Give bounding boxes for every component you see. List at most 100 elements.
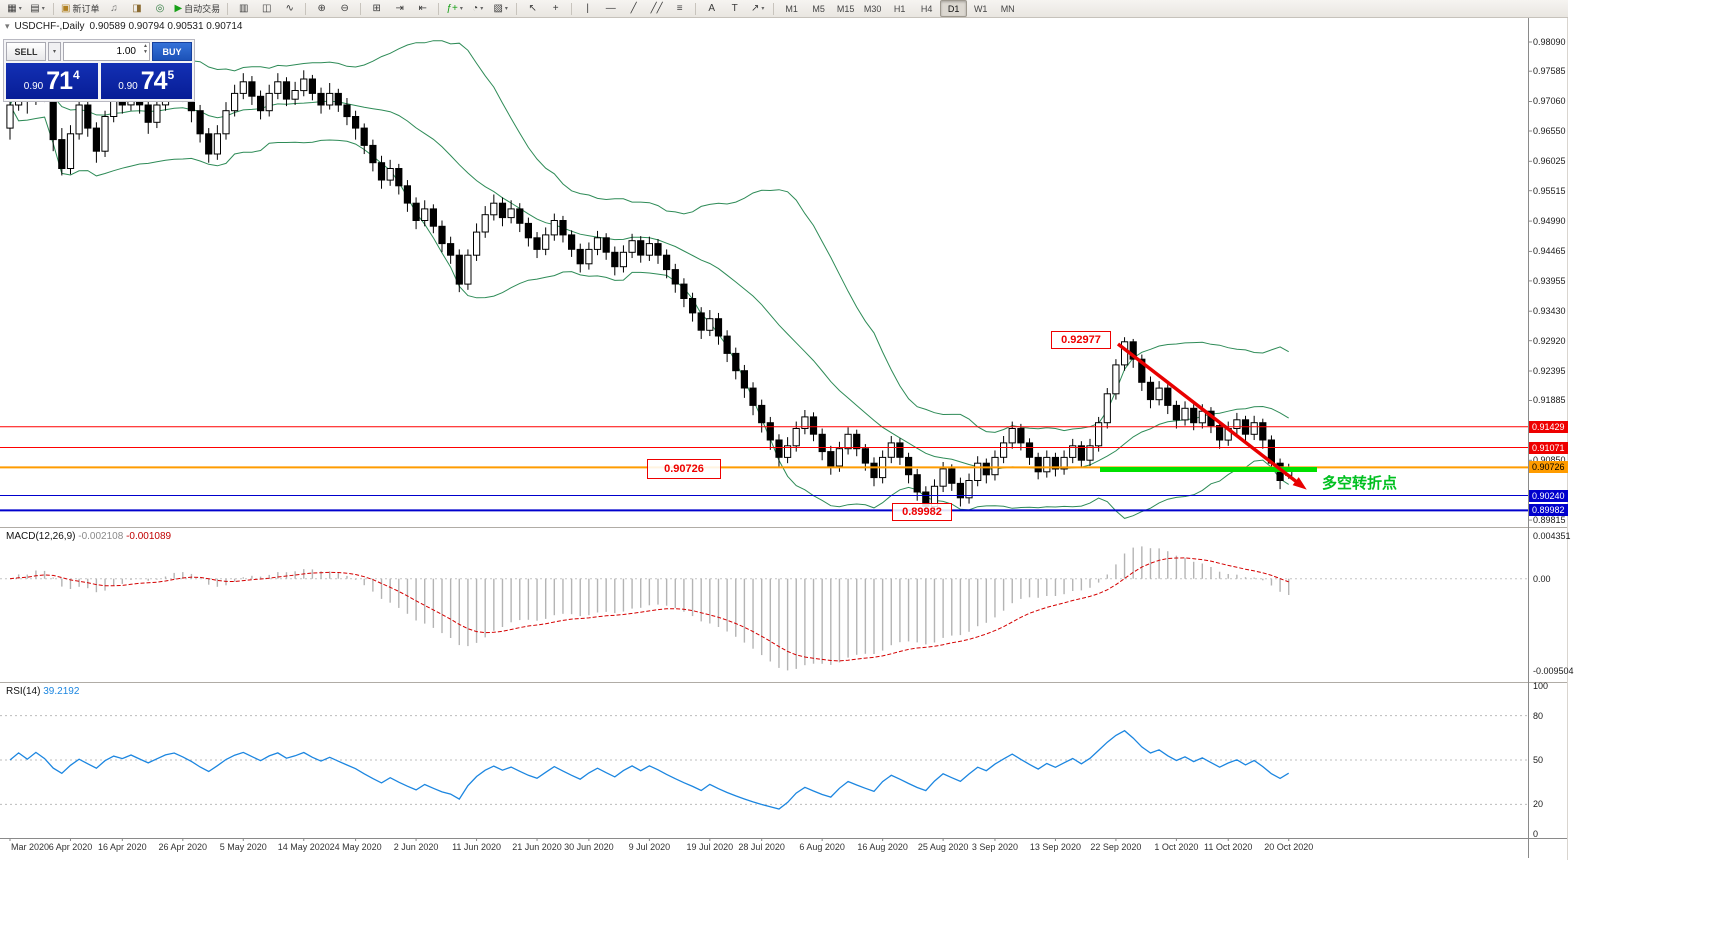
sound-alerts-button[interactable]: ♫ — [102, 0, 125, 17]
timeframe-m1-button[interactable]: M1 — [785, 3, 798, 14]
horizontal-line-tool-button[interactable]: ― — [599, 0, 622, 17]
price-axis-label: 0.96550 — [1533, 125, 1566, 136]
news-button[interactable]: ◨ — [125, 0, 148, 17]
timeframe-h4-button[interactable]: H4 — [920, 3, 933, 14]
volume-input[interactable] — [64, 44, 149, 59]
timeframe-m15-button[interactable]: M15 — [836, 3, 855, 14]
price-annotation-box[interactable]: 0.89982 — [892, 503, 952, 521]
buy-price-pip: 5 — [167, 68, 175, 82]
arrows-tool-button[interactable]: ↗ ▾ — [746, 0, 769, 17]
buy-button[interactable]: BUY — [152, 42, 192, 61]
bar-chart-mode-button[interactable]: ▥ — [232, 0, 255, 17]
sell-price-button[interactable]: 0.90 71 4 — [6, 63, 98, 99]
annotation-text-cn[interactable]: 多空转折点 — [1322, 475, 1398, 492]
sell-price-base: 0.90 — [23, 80, 44, 92]
indicators-button[interactable]: ƒ+ ▾ — [443, 0, 466, 17]
channel-tool-button[interactable]: ╱╱ — [645, 0, 668, 17]
timeframe-h1-button[interactable]: H1 — [893, 3, 906, 14]
spin-up-icon[interactable]: ▲ — [143, 43, 148, 49]
line-chart-mode-button[interactable]: ∿ — [278, 0, 301, 17]
sound-alerts-icon: ♫ — [110, 2, 118, 14]
macd-axis-label: 0.00 — [1533, 573, 1551, 584]
spin-down-icon[interactable]: ▼ — [143, 49, 148, 55]
chevron-down-icon: ▾ — [504, 6, 508, 12]
trendline-tool-icon: ╱ — [630, 2, 637, 14]
price-level-label: 0.90240 — [1529, 489, 1568, 502]
bollinger-upper-band — [9, 39, 1289, 433]
symbol-period-label: USDCHF-,Daily — [14, 21, 85, 32]
ohlc-values-label: 0.90589 0.90794 0.90531 0.90714 — [89, 21, 243, 32]
date-axis-label: 2 Jun 2020 — [393, 842, 439, 852]
community-button[interactable]: ◎ — [148, 0, 171, 17]
chevron-down-icon: ▾ — [41, 6, 45, 12]
date-axis-label: 19 Jul 2020 — [686, 842, 734, 852]
auto-trading-label: 自动交易 — [184, 4, 221, 14]
date-axis-label: 30 Jun 2020 — [564, 842, 614, 852]
trade-panel-caret-icon[interactable]: ▾ — [48, 42, 61, 61]
crosshair-tool-icon: + — [552, 2, 559, 14]
cursor-tool-button[interactable]: ↖ — [521, 0, 544, 17]
toolbar-separator — [53, 2, 54, 15]
price-level-label: 0.90726 — [1529, 461, 1568, 474]
line-chart-mode-icon: ∿ — [285, 2, 294, 14]
zoom-out-button[interactable]: ⊖ — [333, 0, 356, 17]
periods-button[interactable]: ◔ ▾ — [466, 0, 489, 17]
fibonacci-tool-button[interactable]: ≡ — [668, 0, 691, 17]
trendline-tool-button[interactable]: ╱ — [622, 0, 645, 17]
auto-scroll-button[interactable]: ⇥ — [388, 0, 411, 17]
tile-windows-button[interactable]: ⊞ — [365, 0, 388, 17]
timeframe-d1-button[interactable]: D1 — [940, 0, 968, 17]
price-axis-label: 0.94990 — [1533, 216, 1566, 227]
crosshair-tool-button[interactable]: + — [544, 0, 567, 17]
sell-button[interactable]: SELL — [6, 42, 46, 61]
support-zone-bar[interactable] — [1100, 467, 1317, 472]
sell-price-pip: 4 — [73, 68, 80, 82]
fibonacci-tool-icon: ≡ — [676, 2, 683, 14]
text-tool-button[interactable]: A — [700, 0, 723, 17]
profiles-button[interactable]: ▤ ▾ — [26, 0, 49, 17]
community-icon: ◎ — [155, 2, 165, 14]
timeframe-m30-button[interactable]: M30 — [863, 3, 882, 14]
periods-icon: ◔ — [472, 2, 479, 14]
rsi-axis-label: 0 — [1533, 829, 1539, 839]
chart-shift-button[interactable]: ⇤ — [411, 0, 434, 17]
date-axis-label: 3 Sep 2020 — [971, 842, 1018, 852]
toolbar-separator — [305, 2, 307, 15]
chart-menu-icon[interactable]: ▾ — [5, 21, 10, 31]
trend-arrow[interactable] — [1116, 342, 1304, 488]
templates-button[interactable]: ▧ ▾ — [489, 0, 512, 17]
rsi-axis-label: 20 — [1533, 799, 1544, 810]
new-chart-button[interactable]: ▦ ▾ — [3, 0, 26, 17]
timeframe-mn-button[interactable]: MN — [1000, 3, 1015, 14]
zoom-in-button[interactable]: ⊕ — [310, 0, 333, 17]
vertical-line-tool-button[interactable]: | — [576, 0, 599, 17]
chart-canvas[interactable] — [0, 0, 1568, 860]
toolbar-separator — [438, 2, 440, 15]
price-annotation-box[interactable]: 0.92977 — [1051, 331, 1111, 349]
date-axis-label: 6 Aug 2020 — [799, 842, 845, 852]
date-axis-label: 11 Oct 2020 — [1204, 842, 1253, 852]
label-tool-button[interactable]: T — [723, 0, 746, 17]
date-axis-label: 6 Apr 2020 — [48, 842, 93, 852]
buy-price-button[interactable]: 0.90 74 5 — [100, 63, 192, 99]
price-axis-label: 0.95515 — [1533, 185, 1566, 196]
volume-spinner[interactable]: ▲ ▼ — [143, 43, 148, 55]
price-axis-label: 0.98090 — [1533, 36, 1566, 47]
price-axis-label: 0.93430 — [1533, 306, 1566, 317]
auto-trading-button[interactable]: ▶ 自动交易 — [171, 0, 223, 17]
bollinger-lower-band — [9, 104, 1289, 519]
price-annotation-box[interactable]: 0.90726 — [647, 459, 721, 479]
indicators-icon: ƒ+ — [446, 2, 458, 14]
timeframe-w1-button[interactable]: W1 — [973, 3, 988, 14]
date-axis-label: 16 Apr 2020 — [98, 842, 147, 852]
cursor-tool-icon: ↖ — [528, 2, 537, 14]
macd-name: MACD(12,26,9) — [6, 531, 76, 542]
toolbar: ▦ ▾ ▤ ▾ ▣ 新订单 ♫ ◨ ◎ ▶ 自动交易 ▥ ◫ ∿ ⊕ ⊖ ⊞ ⇥ ⇤ ƒ+ ▾ ◔ ▾ ▧ ▾ ↖ + | ― ╱ ╱╱ ≡ A… — [0, 0, 1568, 18]
candlestick-mode-button[interactable]: ◫ — [255, 0, 278, 17]
price-axis-label: 0.94465 — [1533, 246, 1566, 257]
timeframe-m5-button[interactable]: M5 — [812, 3, 825, 14]
new-order-button[interactable]: ▣ 新订单 — [58, 0, 102, 17]
date-axis-label: 16 Aug 2020 — [857, 842, 908, 852]
chevron-down-icon: ▾ — [480, 6, 484, 12]
